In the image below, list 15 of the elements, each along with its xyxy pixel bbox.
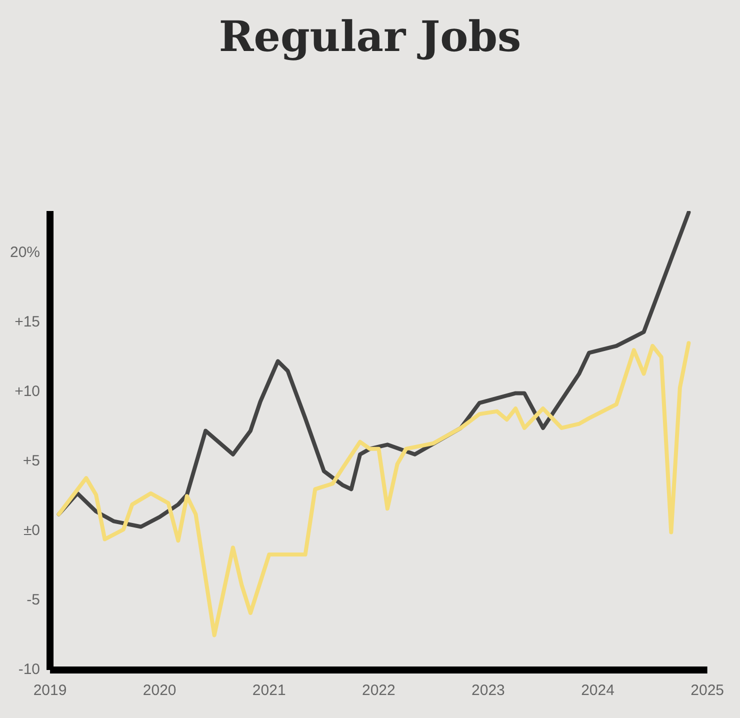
x-tick-label: 2021 <box>252 682 286 700</box>
x-tick-label: 2023 <box>472 682 505 700</box>
y-tick-label: +10 <box>14 382 40 400</box>
y-tick-label: -10 <box>18 661 40 678</box>
y-tick-label: +5 <box>22 452 40 470</box>
x-tick-label: 2019 <box>33 682 67 700</box>
y-tick-label: ±0 <box>23 522 40 540</box>
chart-title: Regular Jobs <box>218 12 522 61</box>
x-tick-label: 2022 <box>362 682 396 700</box>
y-tick-label: +15 <box>14 313 40 330</box>
y-tick-label: -5 <box>26 592 40 609</box>
x-tick-label: 2025 <box>690 682 724 700</box>
x-tick-label: 2020 <box>142 682 176 700</box>
y-tick-label: 20% <box>10 244 40 261</box>
x-tick-label: 2024 <box>581 682 614 700</box>
